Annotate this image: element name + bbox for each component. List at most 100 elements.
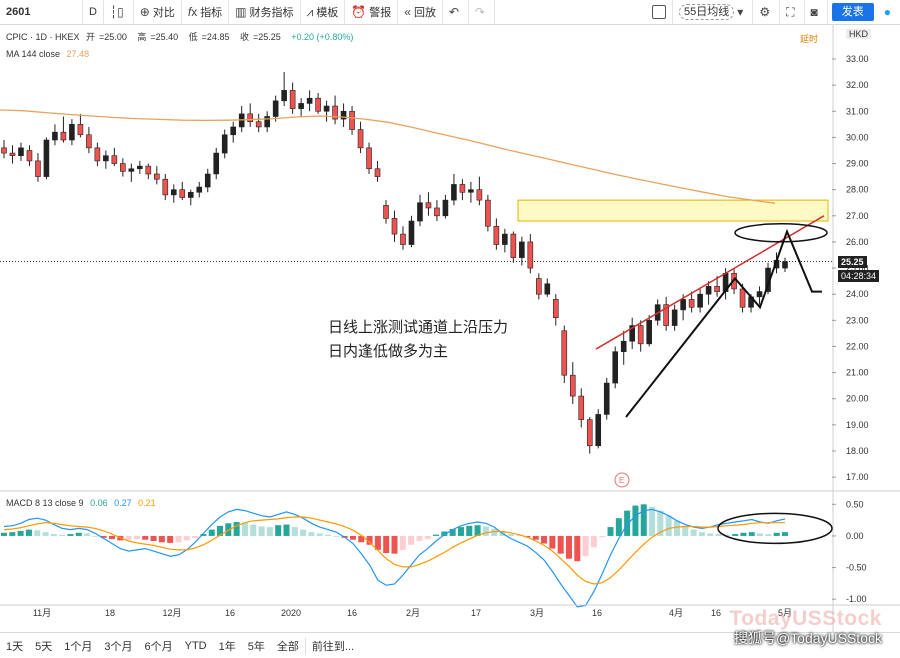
channel-upper-line [595, 215, 825, 350]
candle-down [578, 395, 585, 420]
candle-up [705, 286, 712, 295]
candle-up [137, 165, 143, 170]
open-value: =25.00 [99, 32, 127, 42]
macd-histogram-bar [707, 533, 714, 536]
range-1d[interactable]: 1天 [6, 640, 24, 653]
candle-down [688, 299, 695, 308]
range-6m[interactable]: 6个月 [144, 640, 173, 653]
macd-histogram-bar [408, 535, 415, 545]
macd-histogram-bar [474, 525, 481, 536]
chevron-down-icon: ▾ [737, 5, 744, 19]
macd-histogram-bar [34, 530, 41, 536]
candle-style-button[interactable]: ┆▯ [104, 0, 134, 24]
redo-button[interactable]: ↷ [469, 0, 496, 24]
projection-path [625, 228, 822, 418]
financials-button[interactable]: ▥ 财务指标 [229, 0, 301, 24]
replay-button[interactable]: «回放 [398, 0, 443, 24]
price-chart[interactable]: 33.00 32.00 31.00 30.00 29.00 28.00 27.00 26.00… [0, 25, 900, 632]
financials-label: 财务指标 [249, 7, 294, 19]
macd-histogram-bar [640, 504, 647, 536]
goto-date-button[interactable]: 前往到... [304, 637, 360, 654]
bottom-toolbar: 1天 5天 1个月 3个月 6个月 YTD 1年 5年 全部 前往到... [0, 632, 900, 658]
symbol-search[interactable]: 2601 [0, 0, 83, 24]
macd-histogram-bar [773, 532, 780, 536]
macd-histogram-bar [50, 534, 57, 536]
indicators-button[interactable]: fx 指标 [182, 0, 230, 24]
range-1y[interactable]: 1年 [218, 640, 236, 653]
gear-icon: ⚙ [759, 5, 771, 19]
macd-histogram-bar [266, 527, 273, 536]
low-value: =24.85 [201, 32, 230, 42]
candle-up [196, 186, 203, 193]
macd-histogram-bar [524, 535, 531, 538]
macd-hist-value: 0.06 [90, 498, 108, 508]
candle-down [366, 147, 372, 170]
macd-histogram-bar [740, 532, 747, 536]
macd-histogram-bar [657, 510, 664, 536]
macd-histogram-bar [541, 535, 548, 544]
candle-up [519, 241, 525, 258]
annotation-line-2: 日内逢低做多为主 [328, 343, 449, 360]
top-toolbar: 2601 D ┆▯ ⊕ 对比 fx 指标 ▥ 财务指标 ⩘ 模板 ⏰ 警报 «回放 ↶ ↷… [0, 0, 900, 25]
fullscreen-button[interactable]: ⛶ [780, 0, 805, 24]
x-tick-label: 4月 [669, 608, 683, 618]
interval-button[interactable]: D [83, 0, 104, 24]
macd-histogram-bar [374, 535, 381, 550]
change-value: +0.20 (+0.80%) [291, 32, 354, 42]
earnings-marker [614, 472, 630, 488]
macd-tick-label: -1.00 [846, 594, 867, 604]
range-3m[interactable]: 3个月 [104, 640, 133, 653]
compare-button[interactable]: ⊕ 对比 [134, 0, 182, 24]
price-tick-label: 33.00 [846, 54, 869, 64]
macd-histogram-bar [25, 529, 32, 536]
ma144-line [0, 109, 776, 204]
macd-histogram-bar [325, 534, 332, 536]
layout-checkbox[interactable] [646, 0, 674, 24]
price-tick-label: 17.00 [846, 472, 869, 482]
snapshot-button[interactable]: ◙ [805, 0, 828, 24]
settings-button[interactable]: ⚙ [753, 0, 781, 24]
price-tick-label: 22.00 [846, 341, 869, 351]
candle-down [77, 124, 84, 136]
candle-down [374, 168, 381, 177]
macd-histogram-bar [1, 532, 7, 536]
candle-up [272, 100, 279, 117]
ma-layout-button[interactable]: 55日均线 ▾ [673, 0, 754, 24]
alert-button[interactable]: ⏰ 警报 [345, 0, 399, 24]
macd-tick-label: 0.50 [846, 499, 864, 509]
range-5d[interactable]: 5天 [35, 640, 53, 653]
indicators-label: 指标 [200, 7, 223, 19]
macd-histogram-bar [590, 535, 597, 548]
undo-button[interactable]: ↶ [443, 0, 470, 24]
macd-histogram-bar [358, 535, 365, 543]
x-tick-label: 18 [105, 608, 115, 618]
macd-histogram-bar [100, 535, 107, 538]
macd-histogram-bar [682, 525, 689, 536]
candle-down [714, 286, 720, 292]
candle-down [1, 147, 7, 154]
candle-down [255, 121, 262, 128]
range-1m[interactable]: 1个月 [64, 640, 93, 653]
candle-up [306, 97, 313, 104]
macd-histogram-bar [158, 535, 165, 543]
macd-histogram-bar [507, 534, 514, 536]
range-ytd[interactable]: YTD [184, 639, 207, 652]
candle-down [536, 278, 542, 295]
macd-histogram-bar [42, 532, 49, 536]
macd-histogram-bar [615, 518, 622, 536]
macd-histogram-bar [416, 535, 423, 542]
candle-up [612, 351, 619, 384]
twitter-button[interactable]: ● [878, 0, 900, 24]
range-all[interactable]: 全部 [276, 640, 299, 653]
low-label: 低 =24.85 [189, 32, 234, 42]
price-tick-label: 27.00 [846, 211, 869, 221]
template-icon: ⩘ [306, 4, 314, 19]
templates-button[interactable]: ⩘ 模板 [301, 0, 346, 24]
range-5y[interactable]: 5年 [247, 640, 265, 653]
macd-histogram-bar [482, 526, 489, 536]
publish-button[interactable]: 发表 [831, 3, 874, 21]
macd-histogram-bar [673, 520, 680, 536]
macd-histogram-bar [283, 524, 290, 536]
price-tick-label: 32.00 [846, 80, 869, 90]
macd-histogram-bar [698, 532, 705, 536]
